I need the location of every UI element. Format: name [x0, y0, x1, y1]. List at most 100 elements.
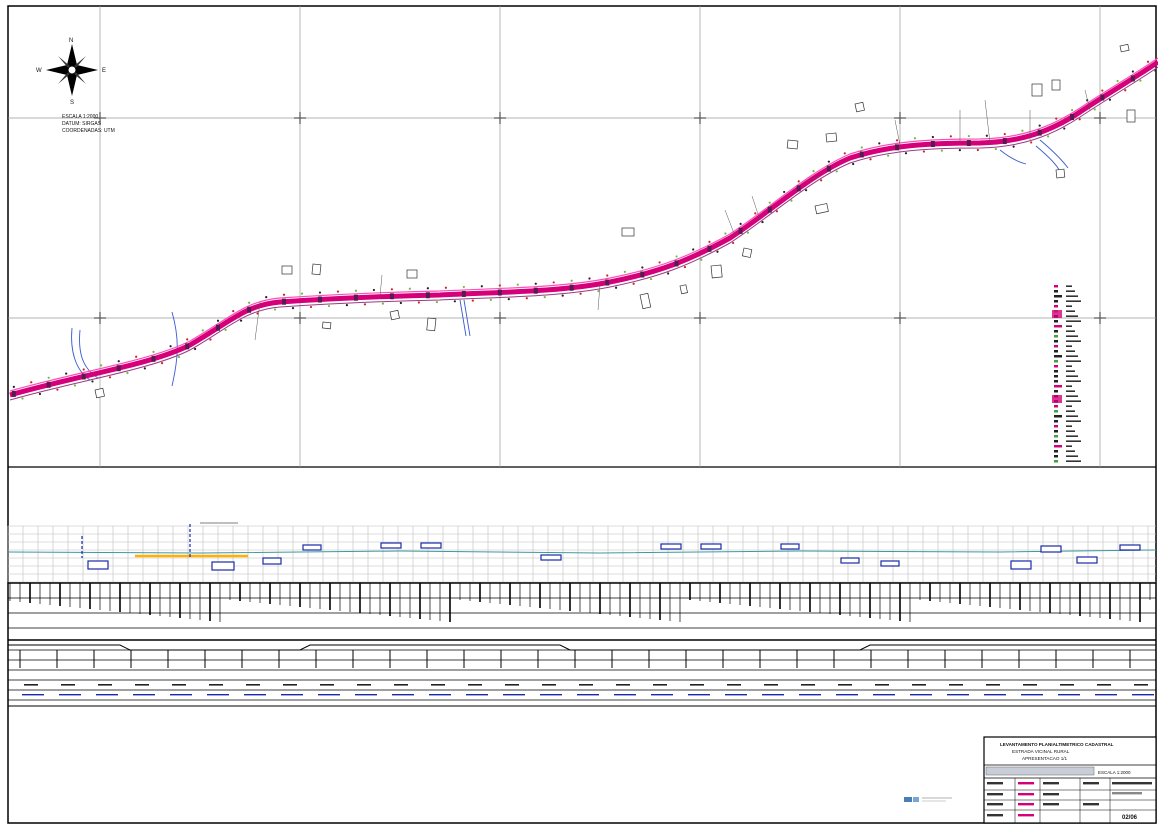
building-footprint — [281, 265, 293, 275]
survey-point — [1101, 89, 1104, 92]
survey-point — [177, 355, 181, 359]
title-field — [1043, 803, 1059, 806]
survey-station — [216, 324, 221, 331]
band-label — [466, 694, 488, 696]
survey-point — [248, 301, 251, 304]
curvature-band — [8, 644, 1156, 651]
plan-note-line: ESCALA 1:2000 — [62, 114, 98, 120]
survey-point — [291, 307, 295, 310]
band-label — [947, 694, 969, 696]
band-label — [762, 694, 784, 696]
title-line: APRESENTACAO 1/1 — [1022, 756, 1068, 761]
survey-point — [632, 282, 635, 285]
survey-point — [1131, 70, 1134, 73]
survey-point — [895, 139, 899, 142]
band-label — [207, 694, 229, 696]
survey-point — [958, 149, 961, 152]
survey-point — [1124, 89, 1127, 92]
legend-symbol — [1054, 360, 1058, 363]
survey-point — [1139, 79, 1142, 82]
band-label — [170, 694, 192, 696]
legend-symbol — [1054, 375, 1058, 378]
survey-point — [160, 362, 164, 365]
band-label — [357, 684, 371, 686]
legend-symbol — [1054, 370, 1058, 373]
legend-symbol — [1054, 290, 1058, 293]
building-footprint — [1126, 109, 1136, 123]
survey-point — [525, 297, 528, 300]
survey-point — [309, 305, 313, 309]
survey-point — [408, 287, 411, 290]
band-label — [542, 684, 556, 686]
building-footprint — [1055, 168, 1066, 179]
band-label — [764, 684, 778, 686]
legend-symbol — [1054, 405, 1058, 408]
legend-symbol — [1054, 385, 1062, 388]
band-label — [1060, 684, 1074, 686]
survey-station — [640, 271, 645, 278]
survey-point — [775, 210, 779, 213]
survey-point — [790, 199, 793, 202]
survey-point — [878, 142, 881, 145]
band-label — [59, 694, 81, 696]
survey-point — [1146, 60, 1150, 63]
survey-point — [700, 258, 703, 261]
band-label — [873, 694, 895, 696]
band-label — [801, 684, 815, 686]
title-field — [987, 782, 1003, 785]
survey-point — [675, 255, 678, 258]
survey-point — [100, 364, 103, 367]
survey-station — [11, 390, 16, 397]
property-line — [254, 301, 261, 341]
survey-point — [1093, 108, 1096, 111]
survey-point — [273, 308, 277, 311]
survey-point — [658, 261, 661, 264]
band-label — [98, 684, 112, 686]
survey-point — [1021, 129, 1024, 132]
survey-point — [444, 286, 447, 289]
building-footprints — [94, 43, 1136, 399]
band-label — [690, 684, 704, 686]
survey-point — [82, 368, 85, 371]
survey-station — [425, 292, 430, 299]
band-label — [614, 694, 636, 696]
band-label — [653, 684, 667, 686]
survey-point — [108, 376, 112, 379]
survey-point — [754, 212, 757, 215]
survey-point — [1012, 145, 1015, 148]
survey-point — [399, 301, 402, 305]
survey-station — [674, 260, 679, 267]
legend-symbol — [1054, 445, 1062, 448]
building-footprint — [814, 203, 829, 215]
survey-station — [767, 206, 772, 213]
band-label — [355, 694, 377, 696]
profile-structures — [87, 542, 1141, 571]
survey-point — [708, 240, 711, 243]
building-footprint — [854, 101, 865, 113]
survey-point — [318, 291, 322, 294]
survey-point — [516, 283, 519, 286]
band-label — [540, 694, 562, 696]
survey-station — [1100, 94, 1105, 101]
survey-point — [761, 220, 764, 224]
survey-point — [985, 134, 988, 137]
survey-point — [904, 152, 908, 155]
survey-point — [623, 270, 626, 273]
survey-point — [65, 372, 68, 375]
legend-symbol — [1054, 460, 1058, 463]
property-line — [894, 119, 901, 146]
survey-station — [1037, 129, 1042, 136]
band-label — [1023, 684, 1037, 686]
survey-point — [354, 289, 358, 292]
survey-point — [498, 284, 501, 287]
survey-point — [649, 277, 653, 281]
survey-station — [930, 141, 935, 148]
survey-point — [30, 381, 33, 384]
building-footprint — [710, 264, 723, 279]
band-label — [209, 684, 223, 686]
survey-point — [732, 241, 735, 245]
title-line: LEVANTAMENTO PLANIALTIMETRICO CADASTRAL — [1000, 742, 1114, 747]
survey-point — [797, 180, 800, 183]
band-label — [283, 684, 297, 686]
survey-station — [826, 165, 831, 172]
